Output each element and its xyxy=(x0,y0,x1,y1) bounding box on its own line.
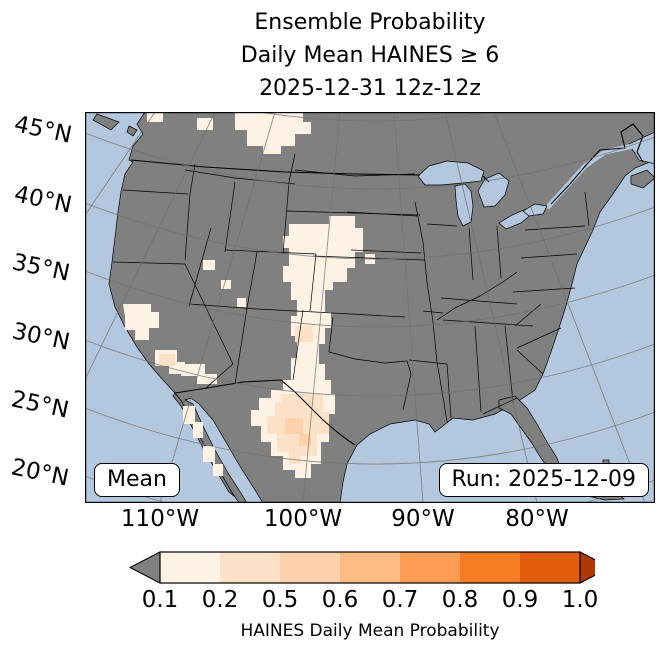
colorbar-over-arrow xyxy=(579,551,612,584)
colorbar-tick-0.2: 0.2 xyxy=(201,587,239,613)
probability-patch xyxy=(221,280,231,289)
map-frame xyxy=(85,112,655,503)
title-line-1: Ensemble Probability xyxy=(254,10,486,35)
lat-label-20n: 20°N xyxy=(8,454,72,492)
colorbar-tick-0.9: 0.9 xyxy=(501,587,539,613)
colorbar-tick-0.5: 0.5 xyxy=(261,587,299,613)
probability-patch xyxy=(203,446,223,476)
graticule xyxy=(85,112,655,503)
colorbar-segment-1 xyxy=(160,552,220,583)
meridian-100w xyxy=(302,112,341,503)
great-lakes xyxy=(417,160,548,230)
international-borders xyxy=(130,123,644,446)
colorbar-outline xyxy=(159,551,581,584)
colorbar-under-arrow xyxy=(128,551,161,584)
probability-patch xyxy=(235,112,311,154)
colorbar-svg xyxy=(128,551,612,584)
lat-label-45n: 45°N xyxy=(11,111,75,149)
parallel-35n xyxy=(85,270,655,328)
title-line-2: Daily Mean HAINES ≥ 6 xyxy=(240,43,500,68)
lake-huron xyxy=(477,172,510,208)
colorbar-segment-5 xyxy=(400,552,460,583)
colorbar-tick-1.0: 1.0 xyxy=(561,587,599,613)
probability-patch xyxy=(183,406,203,438)
coastal-island xyxy=(126,125,138,137)
lon-label-90w: 90°W xyxy=(391,506,455,532)
us-mexico-border xyxy=(174,379,356,446)
state-borders xyxy=(112,153,590,423)
probability-patch xyxy=(197,118,213,130)
colorbar-tick-0.1: 0.1 xyxy=(141,587,179,613)
nova-scotia xyxy=(630,169,655,189)
gulf-of-california xyxy=(184,397,264,503)
probability-patches-high xyxy=(285,418,311,446)
parallel-40n xyxy=(85,202,655,260)
colorbar-tick-0.8: 0.8 xyxy=(441,587,479,613)
vancouver-island xyxy=(92,113,120,131)
lake-ontario xyxy=(522,203,548,217)
probability-patch xyxy=(299,434,311,446)
probability-patch xyxy=(295,326,313,342)
colorbar-tick-0.6: 0.6 xyxy=(321,587,359,613)
colorbar-segment-3 xyxy=(280,552,340,583)
colorbar: 0.1 0.2 0.5 0.6 0.7 0.8 0.9 1.0 HAINES D… xyxy=(75,551,612,656)
us-canada-border-east xyxy=(550,123,644,205)
parallel-25n xyxy=(85,407,655,465)
parallel-50n xyxy=(256,112,495,122)
lon-label-110w: 110°W xyxy=(120,506,200,532)
lat-label-30n: 30°N xyxy=(9,318,73,356)
lat-label-25n: 25°N xyxy=(8,386,72,424)
lake-superior xyxy=(417,160,485,186)
parallel-45n xyxy=(85,132,655,190)
meridian-80w xyxy=(444,112,538,503)
probability-patch xyxy=(147,112,163,122)
meridian-70w xyxy=(493,112,646,503)
run-box: Run: 2025-12-09 xyxy=(438,463,649,497)
colorbar-tick-0.7: 0.7 xyxy=(381,587,419,613)
meridian-90w xyxy=(393,112,424,503)
colorbar-label: HAINES Daily Mean Probability xyxy=(240,621,500,641)
probability-patch xyxy=(203,260,215,270)
figure-title: Ensemble Probability Daily Mean HAINES ≥… xyxy=(85,6,655,105)
colorbar-segment-7 xyxy=(520,552,580,583)
gulf-of-st-lawrence xyxy=(628,131,655,165)
probability-patch xyxy=(181,364,217,384)
title-line-3: 2025-12-31 12z-12z xyxy=(259,76,481,101)
probability-patch xyxy=(285,418,303,434)
meridian-110w xyxy=(159,112,276,503)
lon-label-100w: 100°W xyxy=(263,506,343,532)
colorbar-segment-4 xyxy=(340,552,400,583)
mean-box: Mean xyxy=(94,463,180,497)
probability-patch xyxy=(123,304,159,340)
map-area: Mean Run: 2025-12-09 xyxy=(85,112,655,503)
meridian-130w xyxy=(85,112,156,217)
lat-label-35n: 35°N xyxy=(9,249,73,287)
colorbar-segment-6 xyxy=(460,552,520,583)
lon-label-80w: 80°W xyxy=(505,506,569,532)
us-canada-border xyxy=(130,159,421,176)
meridian-120w xyxy=(85,112,216,381)
lat-label-40n: 40°N xyxy=(11,181,75,219)
probability-patch xyxy=(159,354,175,366)
probability-patch xyxy=(237,298,246,307)
colorbar-segment-2 xyxy=(220,552,280,583)
map-svg xyxy=(85,112,655,503)
parallel-30n xyxy=(85,339,655,397)
